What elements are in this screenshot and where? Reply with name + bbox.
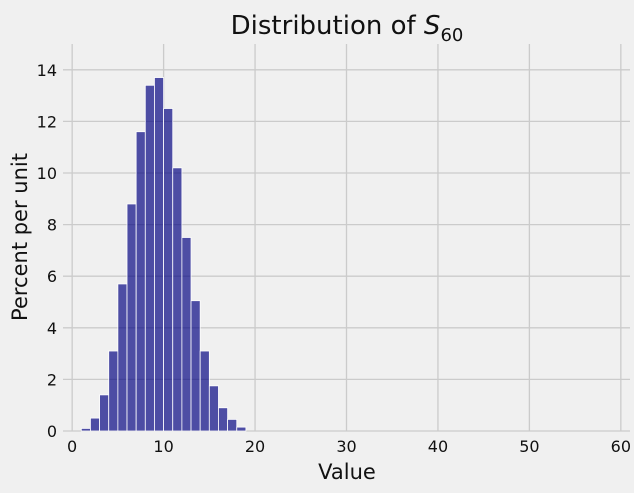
title-symbol: S: [424, 11, 441, 41]
y-tick-label: 12: [37, 112, 57, 131]
histogram-bar: [144, 84, 155, 432]
histogram-bar: [227, 418, 238, 432]
histogram-bar: [208, 385, 219, 432]
histogram-bars: [80, 77, 247, 432]
x-axis-label: Value: [318, 460, 376, 484]
y-axis-label: Percent per unit: [8, 153, 32, 321]
histogram-bar: [190, 300, 201, 432]
x-tick-label: 50: [519, 437, 539, 456]
histogram-bar: [80, 428, 91, 432]
chart-title: Distribution of S60: [231, 11, 464, 46]
y-tick-label: 8: [47, 216, 57, 235]
title-subscript: 60: [440, 25, 463, 46]
histogram-bar: [108, 350, 119, 432]
x-tick-label: 10: [153, 437, 173, 456]
x-tick-label: 0: [67, 437, 77, 456]
histogram-bar: [218, 407, 229, 432]
y-tick-label: 0: [47, 422, 57, 441]
x-tick-label: 30: [336, 437, 356, 456]
histogram-bar: [181, 237, 192, 432]
histogram-bar: [154, 77, 164, 432]
title-main: Distribution of: [231, 11, 424, 41]
y-tick-label: 10: [37, 164, 57, 183]
x-tick-label: 20: [245, 437, 265, 456]
x-tick-label: 40: [428, 437, 448, 456]
histogram-bar: [172, 167, 183, 432]
histogram-bar: [199, 350, 210, 432]
y-tick-label: 6: [47, 267, 57, 286]
histogram-bar: [135, 131, 146, 432]
histogram-bar: [90, 417, 100, 432]
y-tick-label: 4: [47, 319, 57, 338]
x-tick-label: 60: [611, 437, 631, 456]
histogram-bar: [126, 203, 137, 432]
y-tick-label: 2: [47, 370, 57, 389]
y-tick-label: 14: [37, 61, 57, 80]
histogram-bar: [99, 394, 110, 432]
histogram-bar: [117, 283, 128, 432]
histogram-bar: [163, 108, 174, 432]
tick-labels: 0 10 20 30 40 50 60 0 2 4 6 8 10 12 14: [37, 61, 631, 456]
histogram-bar: [236, 426, 247, 432]
